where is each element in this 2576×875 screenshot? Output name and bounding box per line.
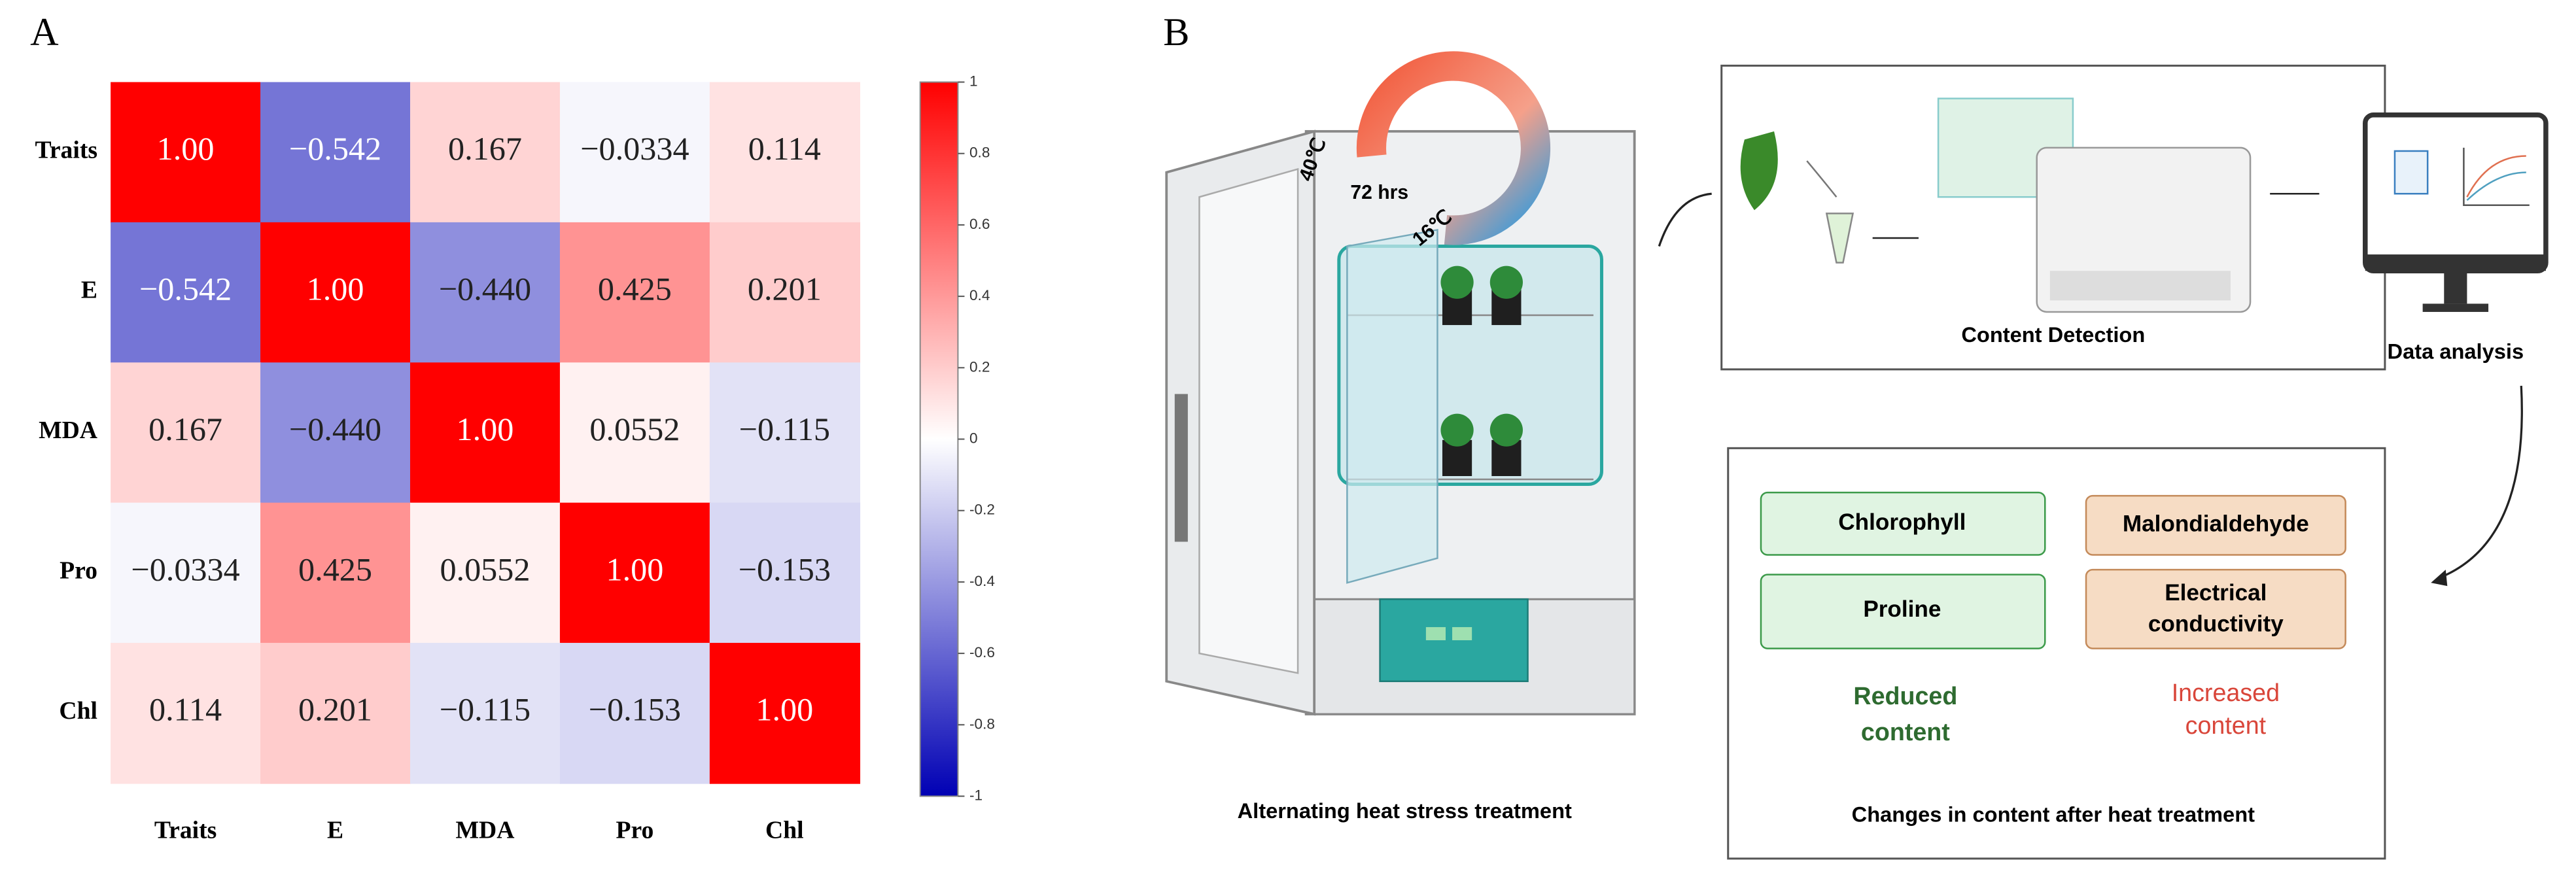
cell-label: −0.153 (739, 551, 831, 587)
cell-label: 1.00 (756, 691, 813, 728)
cell-label: 0.167 (448, 130, 522, 167)
cell (260, 643, 411, 784)
increased-item: conductivity (2148, 611, 2284, 637)
cell-label: −0.0334 (580, 130, 689, 167)
row-label: Traits (35, 136, 97, 163)
colorbar-tick-label: -0.4 (969, 573, 995, 589)
panel-label: B (1163, 10, 1189, 54)
increased-caption: content (2185, 712, 2267, 739)
cell (559, 362, 711, 504)
cell (111, 82, 262, 224)
colorbar-tick-label: 0.6 (969, 216, 990, 232)
detection: Content Detection (1720, 64, 2386, 371)
colorbar (919, 81, 959, 797)
colorbar-tick-label: -0.8 (969, 715, 995, 732)
changes-caption: Changes in content after heat treatment (1852, 802, 2255, 826)
cell-label: 0.114 (748, 130, 821, 167)
reduced-item: Chlorophyll (1838, 509, 1966, 535)
analysis: Data analysis (2363, 112, 2549, 363)
reduced-item: Proline (1863, 596, 1941, 622)
cell-label: 1.00 (157, 130, 215, 167)
incubator: 72 hrs 40℃ 16℃ Alternating heat stress t… (1165, 51, 1636, 823)
cell-label: −0.0334 (131, 551, 239, 587)
cell (559, 82, 711, 224)
cell-label: 1.00 (606, 551, 663, 587)
cell (409, 643, 561, 784)
cell (260, 82, 411, 224)
col-label: E (327, 816, 343, 844)
cell-label: 0.201 (748, 271, 822, 307)
cell-label: 1.00 (457, 411, 514, 447)
treatment-caption: Alternating heat stress treatment (1238, 798, 1572, 823)
colorbar-tick-label: 1 (969, 73, 978, 89)
cycle-duration: 72 hrs (1350, 182, 1408, 203)
cell (559, 222, 711, 364)
cell-label: −0.153 (589, 691, 681, 728)
colorbar-tick-label: -1 (969, 787, 983, 803)
panel-label: A (30, 10, 59, 54)
increased-item: Malondialdehyde (2123, 511, 2309, 537)
cell (409, 502, 561, 644)
cell-label: 0.0552 (589, 411, 680, 447)
row-label: Pro (60, 557, 97, 584)
row-label: Chl (59, 697, 97, 725)
cell (111, 222, 262, 364)
cell-label: 0.114 (149, 691, 222, 728)
reduced-caption: Reduced (1853, 682, 1957, 710)
cell-label: 1.00 (307, 271, 364, 307)
col-label: Pro (616, 816, 653, 844)
increased-item: Electrical (2165, 580, 2267, 606)
changes: Chlorophyll Proline Malondialdehyde Elec… (1727, 447, 2386, 860)
colorbar-tick-label: -0.6 (969, 644, 995, 661)
cell (111, 362, 262, 504)
colorbar-tick-label: -0.2 (969, 502, 995, 518)
row-label: E (81, 277, 97, 304)
cell (709, 82, 861, 224)
cell-label: −0.115 (739, 411, 830, 447)
cell-label: −0.542 (139, 271, 232, 307)
cell (409, 82, 561, 224)
cell-label: −0.440 (289, 411, 381, 447)
cell-label: 0.0552 (440, 551, 530, 587)
cell-label: 0.425 (298, 551, 372, 587)
cell (260, 222, 411, 364)
detection-caption: Content Detection (1961, 322, 2145, 347)
cell (709, 362, 861, 504)
cell (709, 222, 861, 364)
cell (409, 222, 561, 364)
cell-label: −0.115 (440, 691, 531, 728)
col-label: MDA (456, 816, 515, 844)
colorbar-tick-label: 0 (969, 430, 978, 446)
colorbar-tick-label: 0.2 (969, 358, 990, 375)
colorbar-tick-label: 0.4 (969, 287, 990, 303)
cell (260, 362, 411, 504)
cell (111, 502, 262, 644)
cell (260, 502, 411, 644)
heatmap: 1.00 −0.542 0.167 −0.0334 0.114 −0.542 1.00 −0.… (35, 73, 995, 844)
row-label: MDA (39, 417, 97, 444)
cell-label: −0.542 (289, 130, 381, 167)
colorbar-tick-label: 0.8 (969, 145, 990, 161)
col-label: Chl (765, 816, 804, 844)
cell-label: 0.167 (148, 411, 222, 447)
cell (111, 643, 262, 784)
cell (559, 502, 711, 644)
cell (409, 362, 561, 504)
col-label: Traits (154, 816, 217, 844)
cell-label: 0.201 (298, 691, 372, 728)
cell-label: 0.425 (598, 271, 672, 307)
cell (559, 643, 711, 784)
cell (709, 643, 861, 784)
increased-caption: Increased (2172, 679, 2280, 706)
reduced-caption: content (1861, 718, 1950, 746)
cell (709, 502, 861, 644)
analysis-caption: Data analysis (2388, 339, 2524, 363)
cell-label: −0.440 (439, 271, 531, 307)
